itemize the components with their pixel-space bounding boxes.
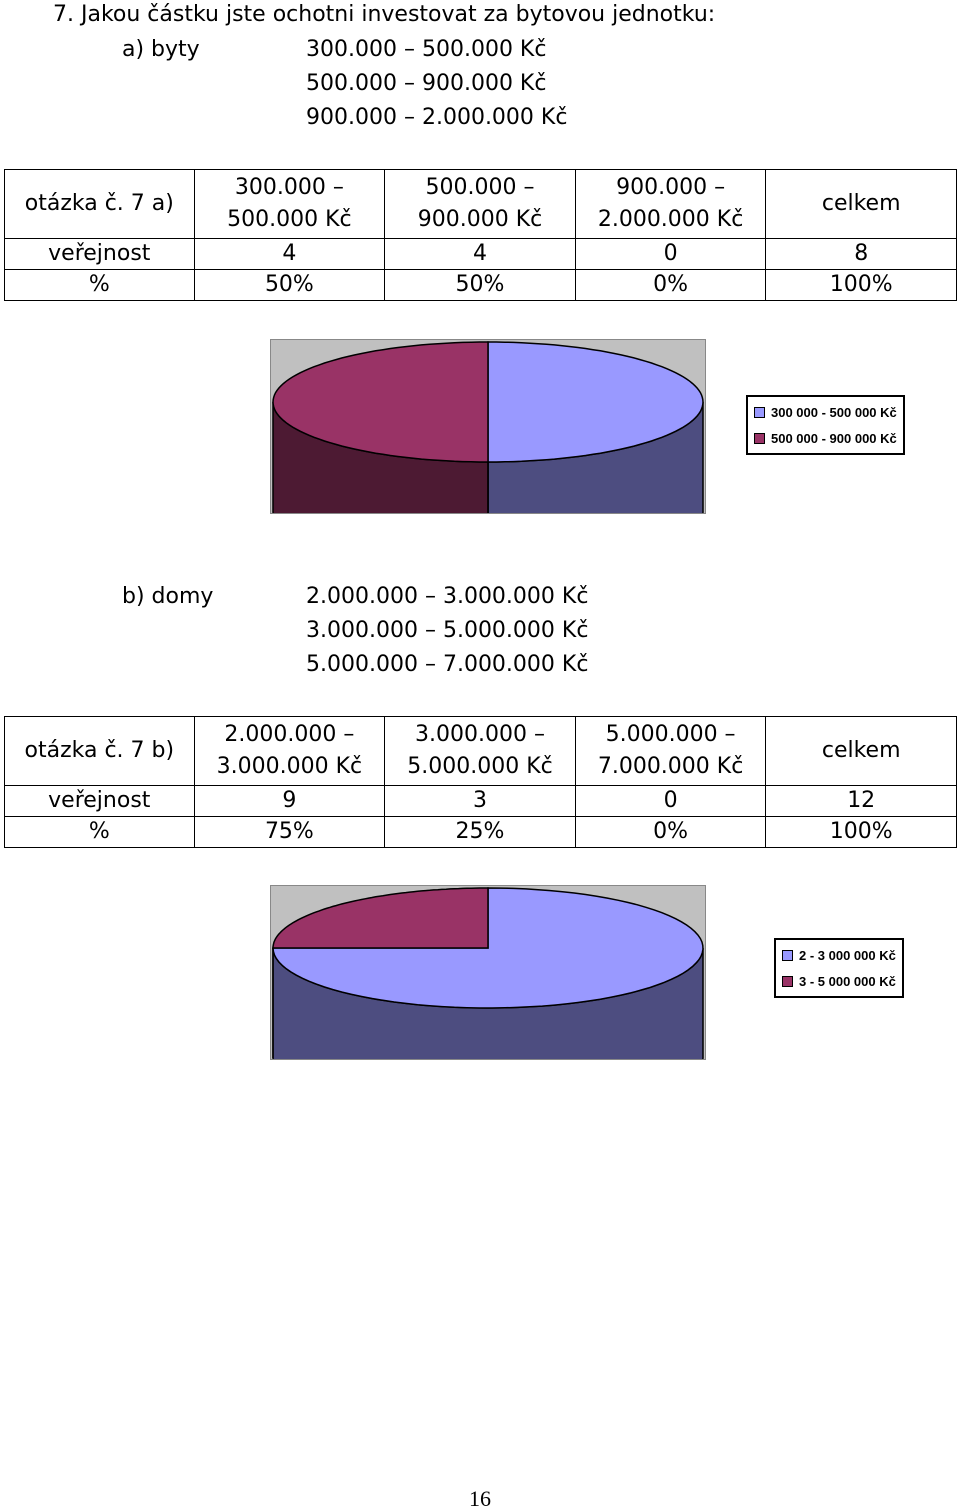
legend-swatch bbox=[782, 949, 793, 961]
legend-swatch bbox=[754, 432, 765, 444]
table-cell: % bbox=[4, 269, 195, 301]
table-cell: 0 bbox=[574, 785, 767, 817]
table-header-cell: 3.000.000 –5.000.000 Kč bbox=[384, 716, 576, 786]
table-cell: 3 bbox=[384, 785, 576, 817]
table-cell: veřejnost bbox=[4, 238, 195, 270]
legend-label: 300 000 - 500 000 Kč bbox=[771, 404, 897, 420]
table-header-cell: 900.000 –2.000.000 Kč bbox=[574, 169, 767, 239]
option-row: 3.000.000 – 5.000.000 Kč bbox=[52, 614, 588, 648]
table-cell: 4 bbox=[193, 238, 386, 270]
table-header-row: otázka č. 7 b) 2.000.000 –3.000.000 Kč 3.0… bbox=[4, 716, 957, 786]
table-cell: 0% bbox=[574, 816, 767, 848]
table-row: veřejnost 9 3 0 12 bbox=[4, 785, 957, 817]
option-value: 500.000 – 900.000 Kč bbox=[306, 71, 547, 96]
legend-label: 2 - 3 000 000 Kč bbox=[799, 947, 896, 963]
table-header-cell: 2.000.000 –3.000.000 Kč bbox=[193, 716, 386, 786]
table-cell: 12 bbox=[765, 785, 957, 817]
pie-slice bbox=[272, 887, 489, 949]
table-cell: 75% bbox=[193, 816, 386, 848]
pie-chart-b-svg bbox=[272, 887, 704, 1059]
table-cell: 4 bbox=[384, 238, 576, 270]
table-row: % 50% 50% 0% 100% bbox=[4, 269, 957, 301]
table-cell: 100% bbox=[765, 816, 957, 848]
table-cell: 8 bbox=[765, 238, 957, 270]
table-header-row: otázka č. 7 a) 300.000 –500.000 Kč 500.000… bbox=[4, 169, 957, 239]
section-label: b) domy bbox=[122, 584, 214, 609]
table-cell: 100% bbox=[765, 269, 957, 301]
option-value: 3.000.000 – 5.000.000 Kč bbox=[306, 618, 589, 643]
table-cell: % bbox=[4, 816, 195, 848]
legend-item: 500 000 - 900 000 Kč bbox=[754, 425, 897, 451]
question-title: 7. Jakou částku jste ochotni investovat … bbox=[53, 2, 716, 27]
results-table-a: otázka č. 7 a) 300.000 –500.000 Kč 500.000… bbox=[4, 169, 957, 301]
table-header-cell: otázka č. 7 b) bbox=[4, 716, 195, 786]
table-header-cell: 300.000 –500.000 Kč bbox=[193, 169, 386, 239]
option-value: 900.000 – 2.000.000 Kč bbox=[306, 105, 568, 130]
options-b: b) domy 2.000.000 – 3.000.000 Kč 3.000.00… bbox=[52, 580, 588, 682]
legend-label: 500 000 - 900 000 Kč bbox=[771, 430, 897, 446]
option-row: a) byty 300.000 – 500.000 Kč bbox=[52, 33, 567, 67]
legend-swatch bbox=[754, 406, 765, 418]
pie-chart-b bbox=[270, 885, 706, 1060]
section-label: a) byty bbox=[122, 37, 200, 62]
pie-chart-a-svg bbox=[272, 341, 704, 513]
table-row: % 75% 25% 0% 100% bbox=[4, 816, 957, 848]
legend-item: 3 - 5 000 000 Kč bbox=[782, 968, 896, 994]
table-cell: 9 bbox=[193, 785, 386, 817]
pie-slice bbox=[272, 341, 489, 463]
option-row: 900.000 – 2.000.000 Kč bbox=[52, 101, 567, 135]
pie-slice bbox=[487, 341, 704, 463]
table-cell: 50% bbox=[193, 269, 386, 301]
legend-swatch bbox=[782, 975, 793, 987]
option-row: 5.000.000 – 7.000.000 Kč bbox=[52, 648, 588, 682]
table-cell: 50% bbox=[384, 269, 576, 301]
option-row: b) domy 2.000.000 – 3.000.000 Kč bbox=[52, 580, 588, 614]
table-cell: 0 bbox=[574, 238, 767, 270]
table-cell: veřejnost bbox=[4, 785, 195, 817]
option-value: 300.000 – 500.000 Kč bbox=[306, 37, 547, 62]
table-header-cell: otázka č. 7 a) bbox=[4, 169, 195, 239]
options-a: a) byty 300.000 – 500.000 Kč 500.000 – 90… bbox=[52, 33, 567, 135]
option-row: 500.000 – 900.000 Kč bbox=[52, 67, 567, 101]
legend-item: 300 000 - 500 000 Kč bbox=[754, 399, 897, 425]
table-header-cell: celkem bbox=[765, 169, 957, 239]
table-cell: 0% bbox=[574, 269, 767, 301]
option-value: 5.000.000 – 7.000.000 Kč bbox=[306, 652, 589, 677]
legend-b: 2 - 3 000 000 Kč 3 - 5 000 000 Kč bbox=[774, 938, 904, 998]
table-header-cell: celkem bbox=[765, 716, 957, 786]
legend-item: 2 - 3 000 000 Kč bbox=[782, 942, 896, 968]
table-cell: 25% bbox=[384, 816, 576, 848]
table-header-cell: 500.000 –900.000 Kč bbox=[384, 169, 576, 239]
results-table-b: otázka č. 7 b) 2.000.000 –3.000.000 Kč 3.0… bbox=[4, 716, 957, 848]
page-number: 16 bbox=[469, 1486, 491, 1511]
table-header-cell: 5.000.000 –7.000.000 Kč bbox=[574, 716, 767, 786]
option-value: 2.000.000 – 3.000.000 Kč bbox=[306, 584, 589, 609]
legend-a: 300 000 - 500 000 Kč 500 000 - 900 000 Kč bbox=[746, 395, 905, 455]
legend-label: 3 - 5 000 000 Kč bbox=[799, 973, 896, 989]
table-row: veřejnost 4 4 0 8 bbox=[4, 238, 957, 270]
pie-chart-a bbox=[270, 339, 706, 514]
